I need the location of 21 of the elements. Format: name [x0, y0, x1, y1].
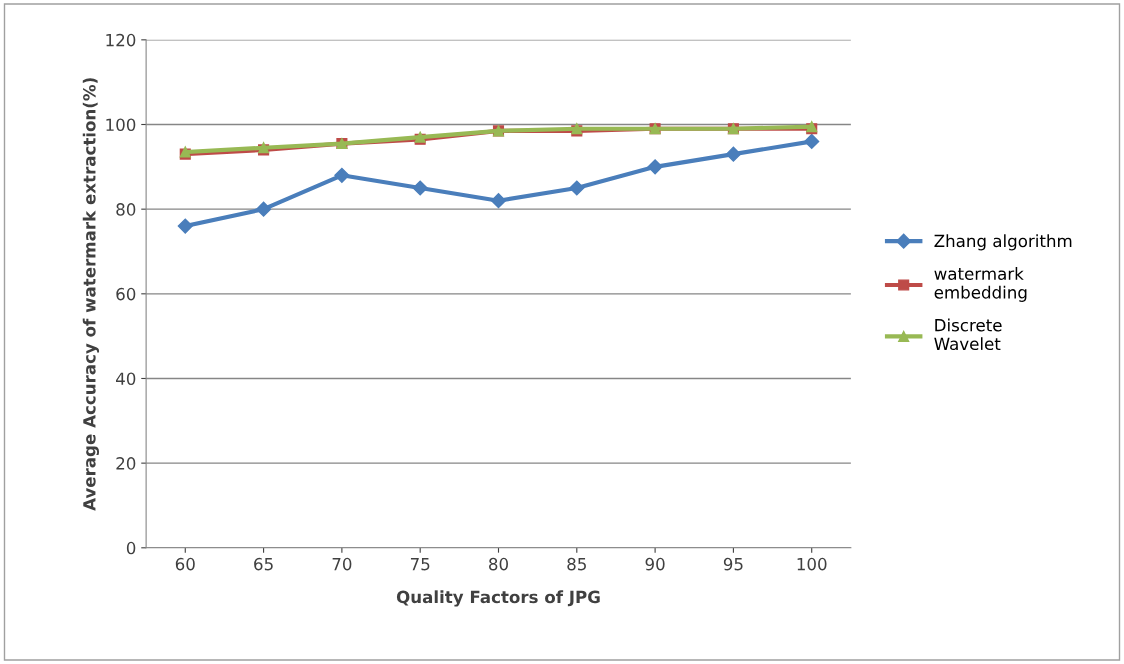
legend-label: Discrete Wavelet	[934, 318, 1002, 351]
y-tick-label: 80	[116, 203, 136, 216]
x-tick-label: 90	[645, 557, 665, 571]
x-tick-label: 80	[489, 557, 508, 571]
x-tick-label: 75	[410, 558, 430, 571]
x-tick-label: 65	[254, 557, 273, 571]
x-tick-label: 100	[797, 557, 827, 571]
x-tick-label: 60	[175, 557, 195, 571]
y-tick-label: 40	[116, 372, 136, 386]
y-tick-label: 100	[106, 118, 136, 132]
legend-label: watermark embedding	[934, 267, 1027, 302]
y-tick-label: 60	[116, 287, 136, 301]
y-tick-label: 120	[106, 33, 136, 47]
x-tick-label: 95	[723, 557, 743, 571]
y-axis-title: Average Accuracy of watermark extraction(%)	[82, 78, 100, 511]
x-tick-label: 85	[567, 557, 586, 571]
x-tick-label: 70	[332, 557, 352, 571]
x-axis-title: Quality Factors of JPG	[396, 590, 600, 607]
y-tick-label: 20	[116, 457, 136, 470]
legend-label: Zhang algorithm	[934, 234, 1072, 251]
y-tick-label: 0	[126, 541, 136, 555]
